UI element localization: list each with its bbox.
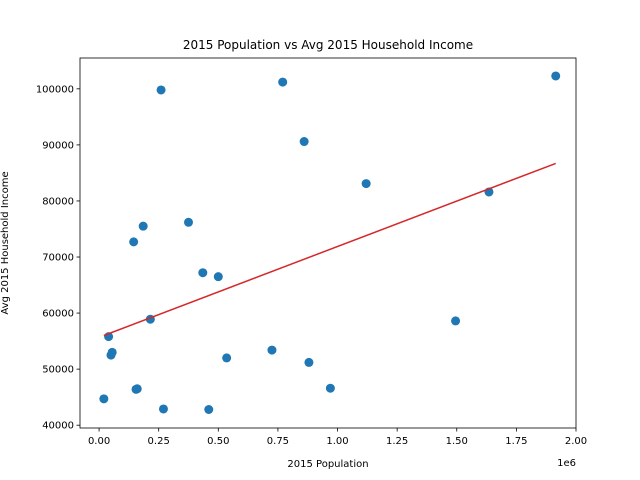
data-point-20	[304, 357, 314, 367]
x-tick-label: 1.75	[505, 436, 527, 447]
y-tick-label: 40000	[42, 421, 74, 432]
data-point-14	[204, 405, 214, 414]
trend-line	[103, 162, 556, 337]
x-tick-label: 1.50	[446, 436, 468, 447]
chart-title: 2015 Population vs Avg 2015 Household In…	[183, 38, 473, 52]
x-tick-label: 0.50	[207, 436, 229, 447]
data-point-22	[361, 179, 371, 189]
data-point-17	[267, 345, 277, 355]
x-axis-label: 2015 Population	[287, 459, 368, 470]
trend-layer	[103, 162, 556, 337]
y-axis-label: Avg 2015 Household Income	[0, 171, 11, 314]
plot-frame	[79, 57, 577, 429]
data-point-13	[198, 268, 208, 278]
y-tick-label: 80000	[42, 196, 74, 207]
x-tick-label: 0.25	[148, 436, 170, 447]
data-point-10	[156, 85, 166, 95]
data-point-18	[278, 77, 288, 87]
data-point-15	[213, 272, 223, 282]
y-tick-label: 70000	[42, 253, 74, 264]
x-tick-label: 0.00	[88, 436, 110, 447]
data-point-12	[184, 217, 193, 227]
data-point-4	[107, 347, 117, 357]
x-tick-label: 1.00	[326, 436, 348, 447]
data-point-21	[325, 383, 335, 393]
data-point-25	[551, 71, 561, 81]
x-tick-label: 2.00	[565, 436, 587, 447]
data-point-11	[158, 404, 168, 414]
data-point-1	[99, 394, 109, 404]
data-point-19	[299, 137, 309, 147]
y-tick-label: 100000	[36, 84, 74, 95]
y-axis: 40000 50000 60000 70000 80000 90000 100000	[36, 84, 80, 432]
data-point-16	[222, 353, 232, 363]
x-axis-offset-label: 1e6	[557, 458, 576, 469]
y-tick-label: 50000	[42, 365, 74, 376]
data-point-23	[451, 316, 461, 326]
x-tick-label: 0.75	[267, 436, 289, 447]
x-tick-label: 1.25	[386, 436, 408, 447]
data-point-7	[132, 384, 142, 394]
data-point-5	[129, 237, 139, 247]
y-tick-label: 60000	[42, 309, 74, 320]
x-axis: 0.00 0.25 0.50 0.75 1.00 1.25 1.50 1.75 2.00	[88, 428, 587, 447]
data-point-8	[138, 221, 148, 231]
y-tick-label: 90000	[42, 140, 74, 151]
